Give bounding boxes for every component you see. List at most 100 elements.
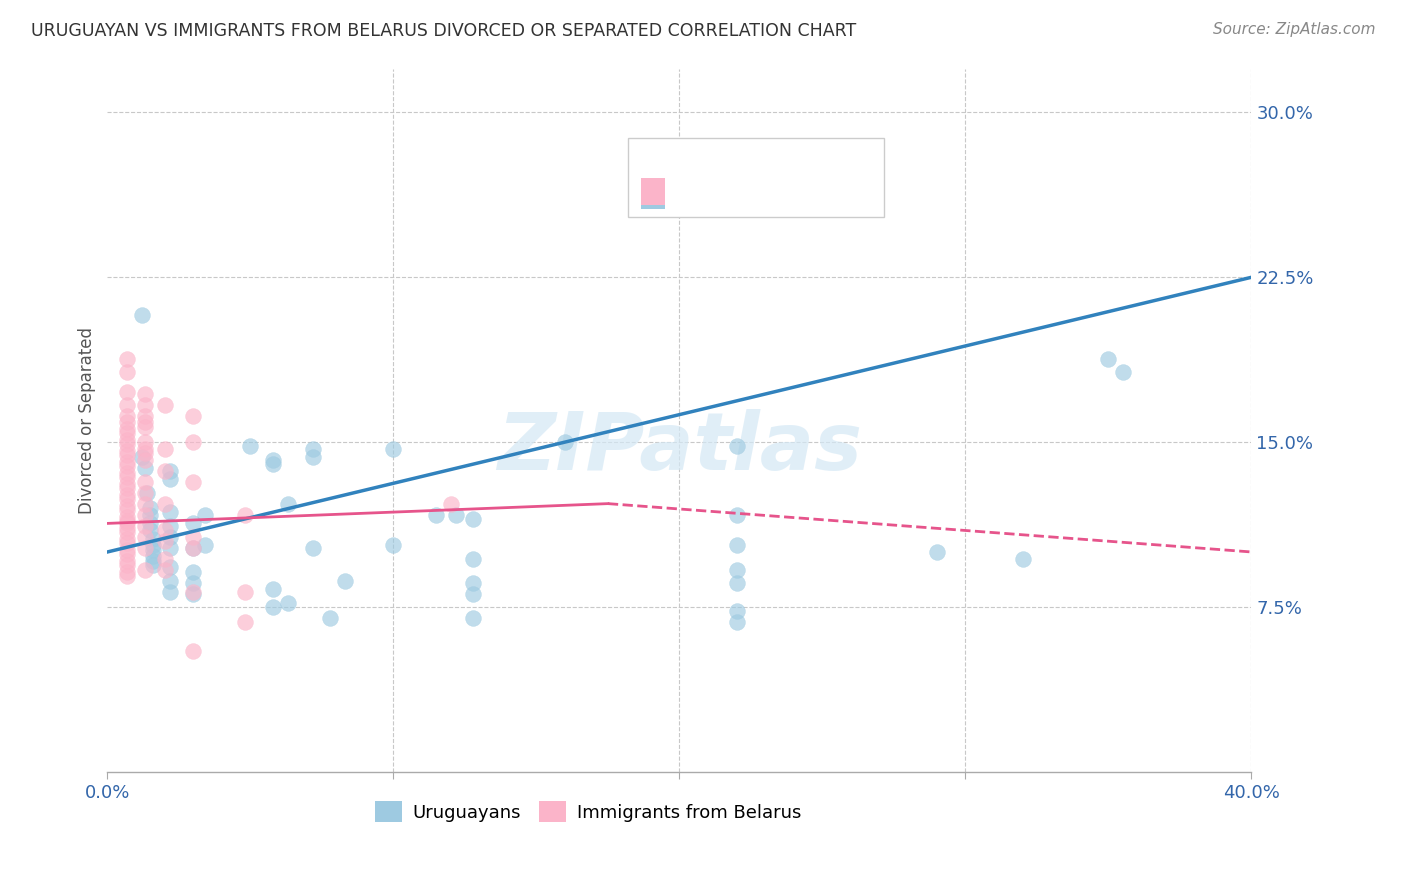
Point — [117, 569, 139, 583]
Point — [725, 563, 748, 577]
Point — [117, 422, 139, 436]
Point — [262, 457, 284, 471]
Point — [117, 437, 139, 451]
Point — [302, 541, 325, 555]
Point — [117, 470, 139, 484]
Text: Source: ZipAtlas.com: Source: ZipAtlas.com — [1212, 22, 1375, 37]
Point — [711, 171, 734, 186]
Point — [233, 615, 256, 630]
Point — [142, 554, 165, 568]
Point — [1112, 365, 1135, 379]
Point — [181, 435, 204, 450]
Point — [925, 545, 948, 559]
Point — [117, 466, 139, 480]
Point — [117, 448, 139, 462]
Point — [131, 308, 153, 322]
Point — [134, 419, 156, 434]
Point — [425, 508, 447, 522]
Point — [725, 604, 748, 618]
Point — [134, 446, 156, 460]
Point — [159, 464, 181, 478]
Point — [142, 538, 165, 552]
Point — [382, 538, 405, 552]
Point — [725, 538, 748, 552]
Point — [181, 575, 204, 590]
Text: URUGUAYAN VS IMMIGRANTS FROM BELARUS DIVORCED OR SEPARATED CORRELATION CHART: URUGUAYAN VS IMMIGRANTS FROM BELARUS DIV… — [31, 22, 856, 40]
Point — [117, 521, 139, 535]
Point — [725, 615, 748, 630]
Point — [194, 508, 217, 522]
Point — [333, 574, 356, 588]
Point — [277, 595, 299, 609]
Point — [134, 452, 156, 467]
Point — [302, 442, 325, 456]
Point — [134, 541, 156, 555]
Point — [233, 508, 256, 522]
Point — [134, 415, 156, 429]
Point — [463, 512, 485, 526]
Point — [153, 523, 176, 537]
Point — [153, 398, 176, 412]
Point — [463, 587, 485, 601]
Point — [319, 611, 342, 625]
Point — [136, 485, 159, 500]
Point — [446, 508, 468, 522]
Point — [117, 492, 139, 507]
Point — [117, 488, 139, 502]
Point — [134, 563, 156, 577]
Point — [277, 497, 299, 511]
Point — [117, 443, 139, 458]
Point — [181, 587, 204, 601]
Point — [117, 554, 139, 568]
Point — [117, 351, 139, 366]
Point — [142, 532, 165, 546]
Point — [117, 398, 139, 412]
Point — [117, 426, 139, 441]
Text: R = -0.031   N = 70: R = -0.031 N = 70 — [672, 183, 863, 201]
Point — [134, 485, 156, 500]
Point — [134, 518, 156, 533]
Point — [1097, 351, 1119, 366]
Point — [181, 541, 204, 555]
Point — [117, 365, 139, 379]
Point — [153, 442, 176, 456]
Point — [153, 464, 176, 478]
Point — [131, 450, 153, 465]
Point — [117, 565, 139, 579]
Point — [117, 455, 139, 469]
Point — [134, 435, 156, 450]
Point — [159, 473, 181, 487]
Point — [233, 584, 256, 599]
Point — [134, 386, 156, 401]
Point — [134, 475, 156, 489]
Point — [725, 575, 748, 590]
Point — [142, 549, 165, 564]
Point — [159, 518, 181, 533]
Point — [439, 497, 461, 511]
Point — [153, 497, 176, 511]
Point — [725, 508, 748, 522]
Point — [1011, 551, 1033, 566]
Point — [153, 551, 176, 566]
Point — [117, 532, 139, 546]
Point — [554, 435, 576, 450]
Point — [117, 536, 139, 550]
Point — [117, 558, 139, 573]
Point — [725, 440, 748, 454]
Point — [181, 644, 204, 658]
Point — [159, 541, 181, 555]
Point — [139, 516, 162, 531]
Point — [117, 433, 139, 447]
Point — [159, 574, 181, 588]
Point — [117, 499, 139, 513]
Point — [117, 547, 139, 561]
Point — [117, 476, 139, 491]
Point — [181, 565, 204, 579]
Point — [117, 514, 139, 528]
Point — [134, 442, 156, 456]
Text: R =  0.437   N = 32: R = 0.437 N = 32 — [672, 186, 862, 204]
Point — [117, 384, 139, 399]
Point — [134, 508, 156, 522]
Point — [134, 530, 156, 544]
Point — [302, 450, 325, 465]
